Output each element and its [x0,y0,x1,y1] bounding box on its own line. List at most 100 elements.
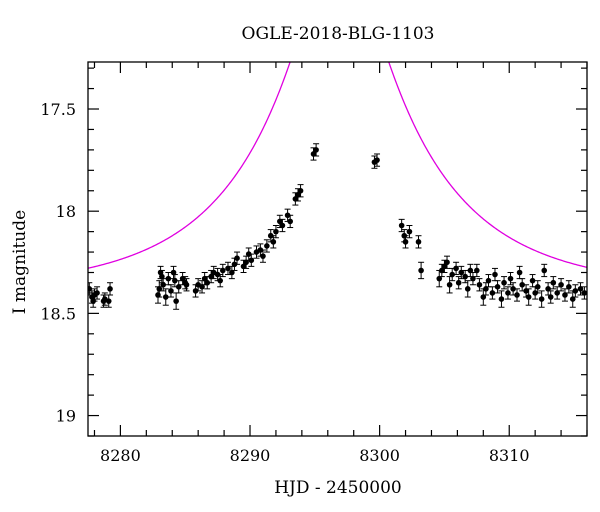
data-point [415,239,422,245]
y-tick-label: 17.5 [40,100,76,119]
data-point [558,281,564,288]
data-point [516,269,523,276]
y-tick-label: 18.5 [40,304,76,323]
data-point [480,294,487,300]
data-point [577,286,584,292]
data-point [569,296,576,302]
data-point [229,269,235,276]
model-fit-curve [88,62,587,269]
data-point [523,288,529,294]
y-tick-label: 19 [56,407,76,426]
data-points [88,143,587,310]
data-point [219,267,226,274]
data-point [175,284,182,290]
data-point [243,259,249,266]
data-point [514,292,520,298]
data-point [279,222,286,229]
data-point [470,275,476,282]
data-point [453,265,459,272]
data-point [94,290,100,296]
data-point [489,290,496,296]
data-point [566,284,572,290]
data-point [168,288,174,294]
data-point [292,196,299,202]
data-point [541,267,548,274]
data-point [287,218,293,225]
data-point [464,286,471,292]
data-point [498,296,505,302]
data-point [295,192,301,198]
chart-title: OGLE-2018-BLG-1103 [242,24,435,44]
data-point [436,275,443,282]
data-point [458,269,465,276]
axis-ticks [88,62,588,437]
data-point [273,228,279,235]
data-point [240,263,247,270]
data-point [225,265,231,272]
data-point [538,296,545,302]
data-point [534,284,541,290]
data-point [217,277,224,284]
data-point [444,259,450,266]
data-point [492,271,498,278]
data-point [545,286,551,292]
data-point [310,151,317,157]
data-point [162,294,169,300]
data-point [260,253,266,259]
x-tick-label: 8310 [489,446,530,465]
data-point [248,257,255,264]
data-point [173,298,179,304]
data-point [507,275,514,282]
data-point [449,271,456,278]
data-point [510,286,516,292]
x-axis-label: HJD - 2450000 [274,478,402,498]
data-point [204,279,211,286]
data-point [474,267,480,274]
data-point [313,147,319,153]
data-point [455,279,462,286]
data-point [547,294,554,300]
data-point [165,275,172,282]
data-point [505,290,511,296]
data-point [494,284,501,290]
data-point [159,273,165,280]
tick-labels: 8280 8290 8300 8310 17.5 18 18.5 19 [40,100,529,465]
data-point [525,294,532,300]
data-point [277,218,283,225]
x-tick-label: 8280 [100,446,141,465]
data-point [107,286,113,292]
plot-frame [87,61,588,437]
data-point [441,263,448,270]
data-point [476,281,483,288]
data-point [462,273,468,280]
data-point [529,277,536,284]
data-point [201,275,208,282]
data-point [208,273,214,280]
data-point [406,228,413,235]
x-tick-label: 8300 [359,446,400,465]
data-point [418,267,424,274]
data-point [172,277,178,284]
data-point [501,279,507,286]
data-point [270,239,277,245]
data-point [550,279,557,286]
data-point [88,286,93,292]
data-point [554,290,560,296]
data-point [398,222,405,229]
data-point [105,298,112,304]
data-point [297,187,304,194]
data-point [446,281,453,288]
data-point [402,239,409,245]
data-point [374,157,380,163]
data-point [199,284,205,290]
y-axis-label: I magnitude [10,210,30,314]
data-point [562,292,568,298]
data-point [179,275,186,282]
data-point [183,281,190,288]
data-point [467,267,474,274]
data-point [519,281,525,288]
x-tick-label: 8290 [230,446,271,465]
data-point [581,290,587,296]
data-point [572,288,579,294]
